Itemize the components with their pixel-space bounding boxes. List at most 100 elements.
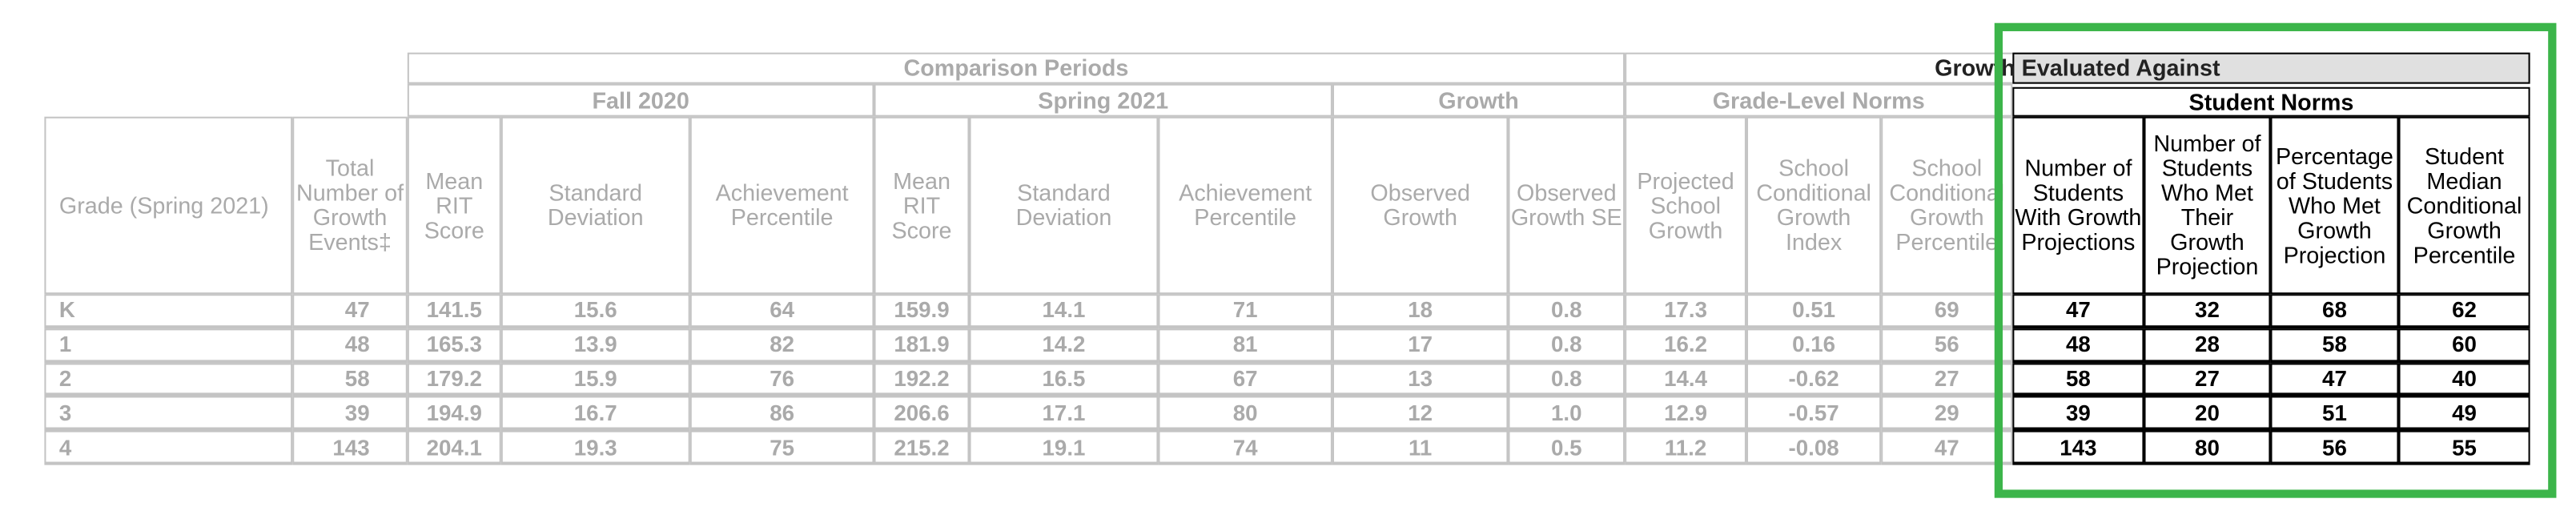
column-header: Achievement Percentile [1158,116,1332,295]
table-cell: 58 [292,362,408,397]
table-cell: 15.6 [500,294,690,328]
table-cell: -0.57 [1746,396,1882,431]
table-cell: 14.4 [1625,362,1746,397]
table-cell: 47 [1881,430,2013,465]
table-cell: 62 [2398,294,2530,328]
column-header: School Conditional Growth Percentile [1881,116,2013,295]
table-cell: 12.9 [1625,396,1746,431]
table-cell: 27 [1881,362,2013,397]
subgroup-header: Spring 2021 [874,83,1332,117]
table-cell: 4 [44,430,293,465]
table-cell: 58 [2270,328,2399,363]
table-cell: 48 [292,328,408,363]
table-cell: 80 [2144,430,2271,465]
table-cell: 18 [1332,294,1509,328]
table-cell: 165.3 [407,328,501,363]
table-cell: 81 [1158,328,1332,363]
table-cell: 56 [1881,328,2013,363]
table-cell: 3 [44,396,293,431]
table-cell: 141.5 [407,294,501,328]
column-header: Observed Growth SE [1508,116,1626,295]
table-cell: 0.8 [1508,294,1626,328]
table-cell: 1.0 [1508,396,1626,431]
column-header: Mean RIT Score [407,116,501,295]
table-cell: 2 [44,362,293,397]
table-cell: 159.9 [874,294,970,328]
table-cell: 40 [2398,362,2530,397]
group-header: Comparison Periods [407,52,1626,84]
table-cell: 82 [689,328,874,363]
table-cell: 56 [2270,430,2399,465]
table-cell: K [44,294,293,328]
table-cell: 27 [2144,362,2271,397]
table-cell: 39 [292,396,408,431]
group-header-bg [2012,52,2530,84]
table-cell: 17.1 [969,396,1159,431]
table-cell: 29 [1881,396,2013,431]
table-cell: 206.6 [874,396,970,431]
table-cell: 16.5 [969,362,1159,397]
table-cell: 47 [2270,362,2399,397]
table-cell: 16.7 [500,396,690,431]
table-cell: 20 [2144,396,2271,431]
table-cell: 204.1 [407,430,501,465]
table-cell: 68 [2270,294,2399,328]
table-cell: 215.2 [874,430,970,465]
table-cell: 1 [44,328,293,363]
table-cell: 69 [1881,294,2013,328]
table-cell: 47 [292,294,408,328]
table-cell: 17 [1332,328,1509,363]
table-cell: 194.9 [407,396,501,431]
column-header: Percentage of Students Who Met Growth Pr… [2270,116,2399,295]
table-cell: 49 [2398,396,2530,431]
group-header: Growth Evaluated Against [1935,54,2220,81]
column-header: Grade (Spring 2021) [44,116,293,295]
column-header: Student Median Conditional Growth Percen… [2398,116,2530,295]
table-cell: 19.1 [969,430,1159,465]
table-cell: 67 [1158,362,1332,397]
table-cell: 13 [1332,362,1509,397]
table-cell: 55 [2398,430,2530,465]
table-cell: 14.1 [969,294,1159,328]
column-header: Standard Deviation [969,116,1159,295]
table-cell: 28 [2144,328,2271,363]
table-cell: 0.8 [1508,362,1626,397]
column-header: Total Number of Growth Events‡ [292,116,408,295]
column-header: Observed Growth [1332,116,1509,295]
column-header: Number of Students With Growth Projectio… [2012,116,2144,295]
table-cell: 12 [1332,396,1509,431]
table-cell: 15.9 [500,362,690,397]
subgroup-header: Growth [1332,83,1626,117]
table-cell: 64 [689,294,874,328]
table-cell: 74 [1158,430,1332,465]
table-cell: -0.62 [1746,362,1882,397]
table-cell: 47 [2012,294,2144,328]
column-header: Mean RIT Score [874,116,970,295]
table-cell: 75 [689,430,874,465]
column-header: School Conditional Growth Index [1746,116,1882,295]
table-cell: 60 [2398,328,2530,363]
table-cell: 17.3 [1625,294,1746,328]
table-cell: 0.51 [1746,294,1882,328]
table-cell: 143 [292,430,408,465]
column-header: Standard Deviation [500,116,690,295]
table-cell: 192.2 [874,362,970,397]
column-header: Achievement Percentile [689,116,874,295]
table-cell: 80 [1158,396,1332,431]
table-cell: 14.2 [969,328,1159,363]
table-cell: 0.5 [1508,430,1626,465]
column-header: Projected School Growth [1625,116,1746,295]
table-cell: 0.16 [1746,328,1882,363]
table-cell: 143 [2012,430,2144,465]
table-cell: 19.3 [500,430,690,465]
table-cell: 86 [689,396,874,431]
table-cell: 11.2 [1625,430,1746,465]
table-cell: 179.2 [407,362,501,397]
highlight-frame [1994,22,2557,498]
table-cell: 58 [2012,362,2144,397]
column-header: Number of Students Who Met Their Growth … [2144,116,2271,295]
table-cell: 13.9 [500,328,690,363]
table-cell: 32 [2144,294,2271,328]
table-cell: 0.8 [1508,328,1626,363]
